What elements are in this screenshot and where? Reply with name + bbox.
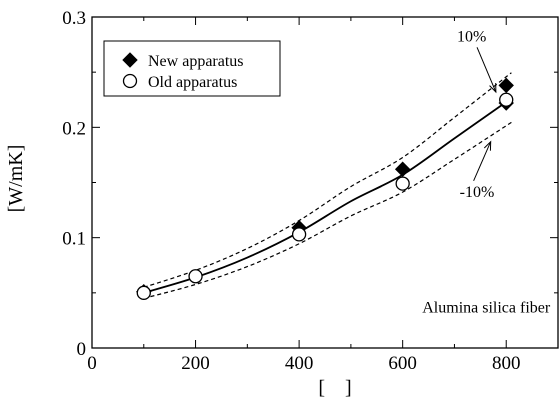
annotation-arrow-shaft <box>473 141 492 182</box>
annotations: 10% -10% Alumina silica fiber <box>422 28 551 316</box>
y-tick-label: 0.3 <box>62 8 86 29</box>
fit-curves <box>143 72 512 299</box>
legend-old-apparatus-marker <box>122 73 138 89</box>
y-tick-label: 0 <box>77 339 87 360</box>
x-tick-label: 600 <box>388 353 417 374</box>
new-apparatus-point <box>394 161 411 177</box>
upper-10pct-band-line <box>143 72 512 288</box>
annotation-arrow-shaft <box>476 47 497 93</box>
y-tick-label: 0.2 <box>62 118 86 139</box>
band-annotation-label: 10% <box>457 28 486 45</box>
annotation-arrow-head <box>483 140 492 151</box>
y-axis-label: [W/mK] <box>5 145 27 213</box>
plot-area: 0 200 400 600 800 0 0.1 0.2 0.3 10% -10% Alumina s… <box>62 8 559 374</box>
x-tick-label: 200 <box>181 353 210 374</box>
legend-label-new-apparatus: New apparatus <box>148 53 244 70</box>
data-markers <box>136 77 514 300</box>
fit-curve-line <box>143 101 507 294</box>
old-apparatus-point <box>188 269 203 284</box>
x-tick-label: 0 <box>87 353 97 374</box>
lower-10pct-band-line <box>143 121 512 299</box>
x-tick-label: 800 <box>492 353 521 374</box>
old-apparatus-point <box>291 227 307 242</box>
material-annotation-label: Alumina silica fiber <box>422 300 551 317</box>
new-apparatus-point <box>498 77 514 94</box>
old-apparatus-point <box>499 92 514 107</box>
x-tick-label: 400 <box>285 353 314 374</box>
legend-new-apparatus-marker <box>122 52 138 68</box>
annotation-arrow-head <box>489 83 497 94</box>
legend-label-old-apparatus: Old apparatus <box>148 74 237 91</box>
y-tick-label: 0.1 <box>62 229 86 250</box>
old-apparatus-point <box>136 285 151 300</box>
old-apparatus-point <box>395 176 410 191</box>
legend: New apparatus Old apparatus <box>103 40 281 97</box>
band-annotation-label: -10% <box>460 184 495 201</box>
x-axis-label: [ ] <box>318 377 351 399</box>
axis-ticks: 0 200 400 600 800 0 0.1 0.2 0.3 <box>62 8 559 374</box>
